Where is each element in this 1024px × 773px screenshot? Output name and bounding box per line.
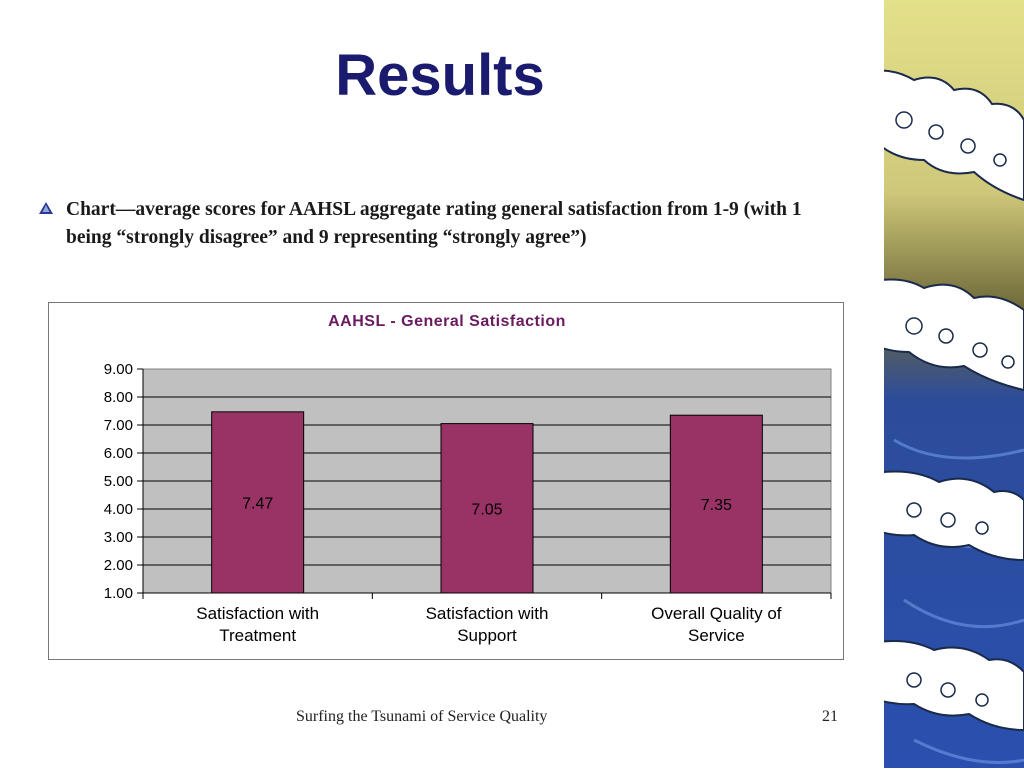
bullet-item: Chart—average scores for AAHSL aggregate… (38, 196, 828, 252)
y-tick-label: 6.00 (104, 445, 133, 462)
bullet-text: Chart—average scores for AAHSL aggregate… (66, 199, 802, 248)
y-tick-label: 8.00 (104, 389, 133, 406)
bar (669, 414, 763, 594)
y-tick-label: 1.00 (104, 585, 133, 602)
category-label: Service (688, 626, 745, 645)
y-tick-label: 5.00 (104, 473, 133, 490)
slide-title: Results (335, 43, 545, 108)
chart-container: AAHSL - General Satisfaction 1.00 2.00 3.0… (48, 302, 844, 660)
page-number: 21 (822, 708, 838, 725)
chart-title: AAHSL - General Satisfaction (328, 313, 566, 330)
category-label: Treatment (219, 626, 296, 645)
y-tick-label: 7.00 (104, 417, 133, 434)
category-label: Support (457, 626, 517, 645)
sailboat-bullet-icon (38, 196, 66, 252)
y-tick-label: 3.00 (104, 529, 133, 546)
category-label: Overall Quality of (651, 604, 782, 623)
category-label: Satisfaction with (196, 604, 319, 623)
category-label: Satisfaction with (426, 604, 549, 623)
bar (211, 411, 305, 594)
wave-decoration (842, 0, 1024, 768)
data-label: 7.05 (471, 501, 502, 518)
bar (440, 423, 534, 594)
y-tick-label: 2.00 (104, 557, 133, 574)
y-tick-label: 9.00 (104, 361, 133, 378)
data-label: 7.47 (242, 495, 273, 512)
bar-chart: 1.00 2.00 3.00 4.00 5.00 6.00 7.00 8.00 9.00 7.47… (104, 361, 832, 645)
data-label: 7.35 (701, 497, 732, 514)
y-tick-label: 4.00 (104, 501, 133, 518)
footer-text: Surfing the Tsunami of Service Quality (296, 708, 548, 725)
